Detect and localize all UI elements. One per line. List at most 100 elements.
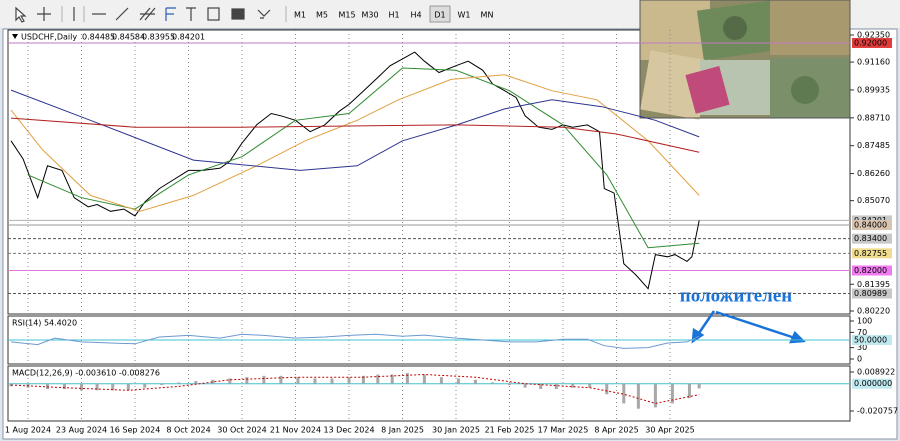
level-label: 0.82755 [854, 249, 887, 258]
price-panel [7, 29, 851, 315]
cursor-tool[interactable] [15, 6, 27, 23]
y-tick-label: 0.87485 [857, 141, 890, 150]
histogram-bar [697, 383, 701, 389]
histogram-bar [80, 383, 83, 391]
histogram-bar [405, 373, 409, 384]
level-label-bg [852, 37, 892, 48]
histogram-bar [177, 382, 181, 384]
histogram-bar [571, 383, 575, 388]
annotation-text: положителен [680, 285, 792, 306]
x-tick-label: 17 Mar 2025 [538, 426, 589, 435]
timeframe-button[interactable]: D1 [434, 11, 445, 20]
panel-title: RSI(14) 54.4020 [12, 319, 77, 328]
x-tick-label: 23 Aug 2024 [56, 426, 107, 435]
level-label: 0.83400 [854, 234, 887, 243]
indicator-line [10, 89, 700, 171]
histogram-bar [245, 377, 249, 384]
level-label-bg [852, 378, 892, 389]
histogram-bar [361, 375, 365, 384]
x-tick-label: 13 Dec 2024 [323, 426, 374, 435]
histogram-bar [473, 379, 477, 384]
histogram-bar [653, 383, 657, 408]
histogram-bar [262, 375, 266, 384]
histogram-bar [670, 383, 674, 404]
x-tick-label: 30 Jan 2025 [432, 426, 480, 435]
text-tool[interactable] [186, 7, 196, 21]
x-tick-label: 30 Oct 2024 [217, 426, 266, 435]
histogram-bar [508, 383, 511, 386]
x-tick-label: 8 Apr 2025 [594, 426, 638, 435]
level-label-bg [852, 335, 892, 345]
histogram-bar [347, 377, 351, 384]
histogram-bar [554, 383, 558, 389]
histogram-bar [636, 383, 640, 409]
x-tick-label: 30 Apr 2025 [645, 426, 694, 435]
fibo-tool[interactable] [165, 7, 176, 21]
y-tick-label: 0.91160 [857, 58, 890, 67]
histogram-bar [330, 378, 334, 384]
x-tick-label: 21 Nov 2024 [270, 426, 321, 435]
histogram-bar [523, 383, 527, 388]
histogram-bar [622, 383, 626, 404]
y-tick-label: 70 [857, 328, 867, 337]
ohlc-value: 0.84485 [82, 33, 115, 42]
indicator-line [10, 333, 700, 349]
timeframe-button[interactable]: M5 [316, 11, 328, 20]
ohlc-value: 0.84201 [172, 33, 205, 42]
histogram-bar [143, 383, 147, 388]
level-label: 0.84000 [854, 220, 887, 229]
x-tick-label: 16 Sep 2024 [110, 426, 161, 435]
panel-menu-icon[interactable] [12, 34, 18, 39]
timeframe-button[interactable]: M1 [294, 11, 306, 20]
histogram-bar [376, 374, 380, 384]
y-tick-label: 0.80220 [857, 307, 890, 316]
level-label: 0.80989 [854, 289, 887, 298]
level-label-bg [852, 219, 892, 230]
trendline-tool[interactable] [115, 7, 129, 21]
y-tick-label: 0.92350 [857, 31, 890, 40]
histogram-bar [490, 382, 494, 384]
timeframe-button[interactable]: M30 [361, 11, 378, 20]
shape-tool[interactable] [231, 8, 245, 20]
y-tick-label: 30 [857, 343, 867, 352]
y-tick-label: -0.020757 [857, 407, 898, 416]
panel-title: USDCHF,Daily [21, 33, 77, 42]
histogram-bar [160, 383, 164, 386]
level-label: 50.0000 [854, 336, 887, 345]
level-label: 0.92000 [854, 38, 887, 47]
histogram-bar [279, 375, 283, 384]
timeframe-button[interactable]: M15 [338, 11, 355, 20]
y-tick-label: 0.008922 [857, 368, 895, 377]
banknotes-picture [639, 0, 851, 120]
toolbar-tools [15, 6, 287, 23]
label-tool[interactable] [207, 7, 220, 21]
histogram-bar [588, 383, 592, 388]
price-line [10, 51, 700, 290]
histogram-bar [62, 383, 66, 389]
y-tick-label: 0 [857, 355, 862, 364]
indicator-line [10, 74, 700, 212]
histogram-bar [9, 383, 13, 387]
y-tick-label: 0.89935 [857, 85, 890, 94]
level-label: 0.000000 [854, 379, 892, 388]
macd-panel [7, 365, 851, 422]
timeframe-button[interactable]: MN [481, 11, 494, 20]
indicator-line [27, 67, 700, 249]
arrows-tool[interactable] [257, 9, 271, 19]
y-tick-label: 0.86260 [857, 169, 890, 178]
timeframe-button[interactable]: H4 [410, 11, 421, 20]
x-tick-label: 8 Oct 2024 [166, 426, 210, 435]
histogram-bar [422, 374, 426, 384]
timeframe-button[interactable]: W1 [458, 11, 471, 20]
histogram-bar [313, 378, 317, 384]
timeframe-button[interactable]: H1 [388, 11, 399, 20]
crosshair-tool[interactable] [37, 7, 51, 21]
histogram-bar [95, 383, 99, 391]
ohlc-value: 0.84584 [112, 33, 145, 42]
level-label-bg [852, 248, 892, 259]
timeframes: M1 M5 M15 M30 H1 H4 D1 W1 MN [294, 5, 494, 23]
channel-tool[interactable] [139, 7, 156, 21]
level-label-bg [852, 233, 892, 244]
